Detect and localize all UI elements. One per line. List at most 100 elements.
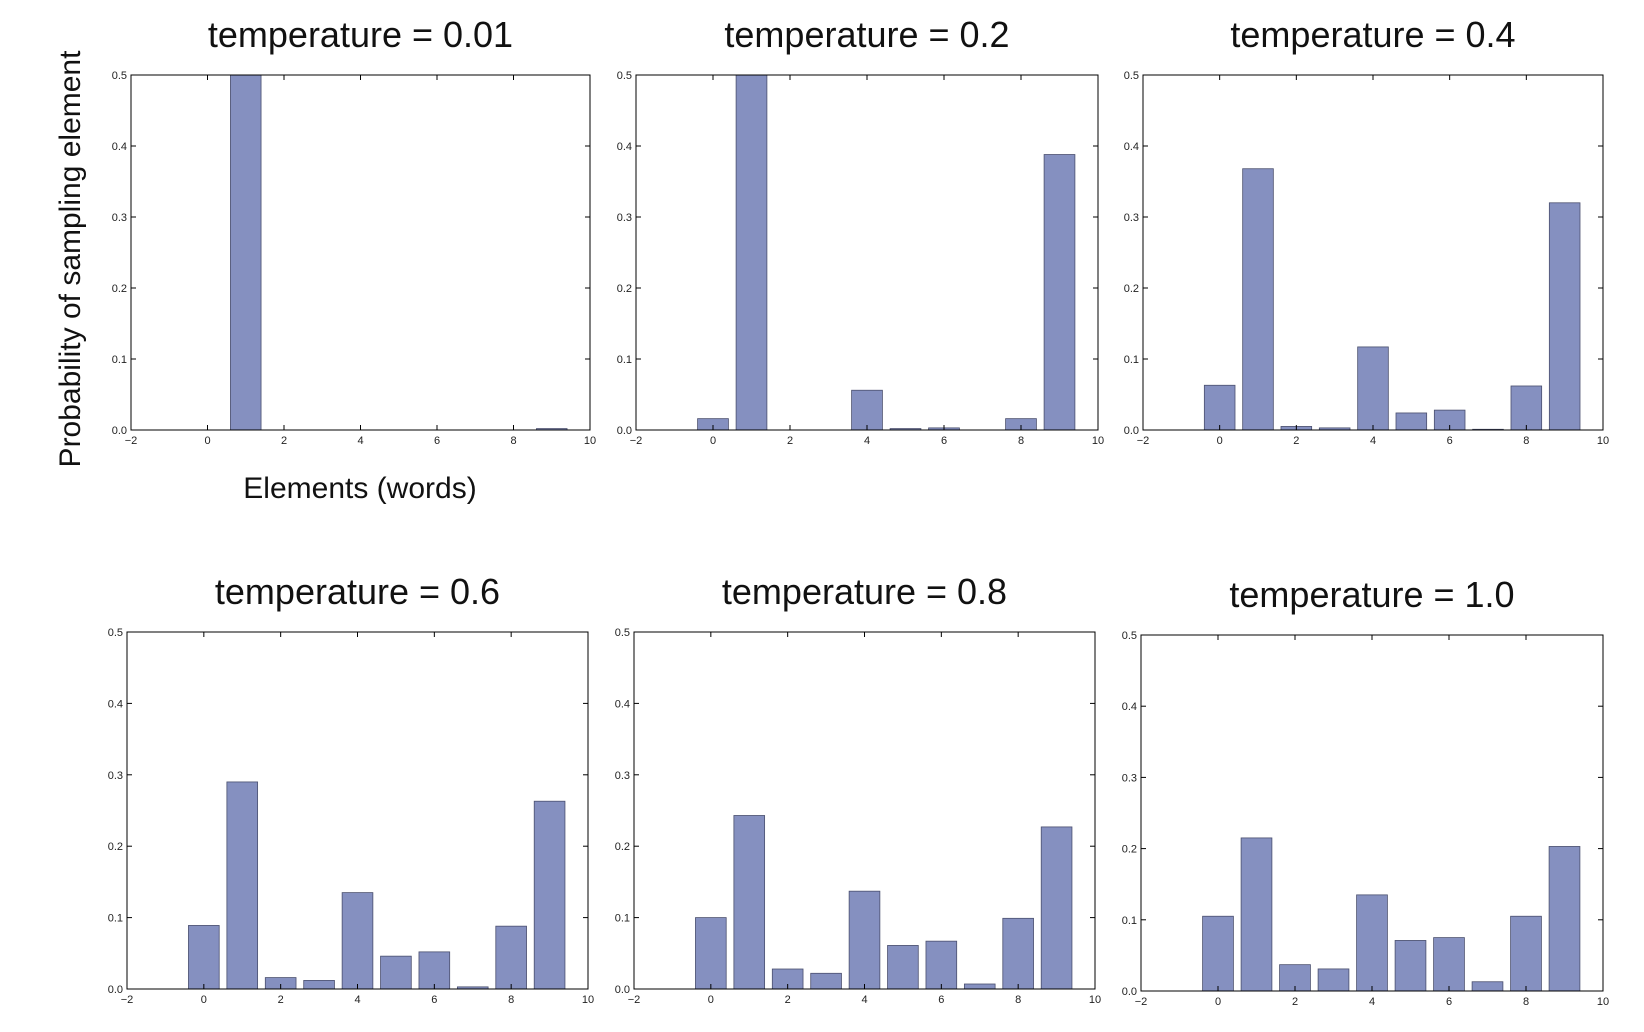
y-tick-label: 0.3 bbox=[108, 770, 123, 782]
x-tick-label: 8 bbox=[508, 994, 514, 1006]
bar bbox=[188, 925, 220, 990]
x-tick-label: 10 bbox=[1597, 996, 1609, 1008]
y-tick-label: 0.1 bbox=[108, 913, 123, 925]
bar bbox=[341, 892, 374, 990]
y-tick-label: 0.4 bbox=[112, 141, 127, 153]
y-tick-label: 0.4 bbox=[108, 698, 123, 710]
bar bbox=[1002, 917, 1034, 990]
bar bbox=[226, 781, 259, 990]
bar bbox=[887, 945, 919, 990]
chart-title: temperature = 1.0 bbox=[1229, 574, 1514, 615]
x-tick-label: 2 bbox=[281, 435, 287, 447]
x-tick-label: 4 bbox=[357, 435, 363, 447]
y-tick-label: 0.2 bbox=[112, 283, 127, 295]
x-tick-label: 10 bbox=[1092, 435, 1104, 447]
x-tick-label: 0 bbox=[204, 435, 210, 447]
bar bbox=[1203, 384, 1236, 431]
x-tick-label: −2 bbox=[121, 994, 134, 1006]
x-tick-label: 8 bbox=[510, 435, 516, 447]
bar bbox=[1357, 346, 1389, 431]
y-tick-label: 0.0 bbox=[1122, 986, 1137, 998]
y-tick-label: 0.1 bbox=[1122, 915, 1137, 927]
x-tick-label: 6 bbox=[1447, 435, 1453, 447]
x-tick-label: 8 bbox=[1523, 996, 1529, 1008]
x-tick-label: 6 bbox=[941, 435, 947, 447]
y-tick-label: 0.3 bbox=[617, 212, 632, 224]
x-tick-label: 0 bbox=[708, 994, 714, 1006]
bar bbox=[1433, 937, 1465, 992]
bar bbox=[1548, 202, 1581, 431]
x-tick-label: 10 bbox=[584, 435, 596, 447]
y-tick-label: 0.2 bbox=[108, 841, 123, 853]
y-tick-label: 0.3 bbox=[1124, 212, 1139, 224]
y-tick-label: 0.4 bbox=[1122, 701, 1137, 713]
y-tick-label: 0.2 bbox=[1124, 283, 1139, 295]
chart-title: temperature = 0.8 bbox=[722, 571, 1007, 612]
x-tick-label: 0 bbox=[710, 435, 716, 447]
y-tick-label: 0.0 bbox=[1124, 425, 1139, 437]
bar bbox=[303, 980, 335, 990]
y-tick-label: 0.2 bbox=[615, 841, 630, 853]
bar bbox=[1394, 940, 1427, 992]
y-tick-label: 0.3 bbox=[1122, 772, 1137, 784]
x-tick-label: 4 bbox=[864, 435, 870, 447]
y-tick-label: 0.5 bbox=[112, 70, 127, 82]
bar bbox=[380, 955, 412, 990]
y-axis-label: Probability of sampling element bbox=[54, 50, 87, 468]
bar bbox=[851, 389, 883, 431]
chart-panel-5: temperature = 0.8 −2 0 2 4 6 8 10 0.0 0.1 0.2 0.3 0.… bbox=[615, 571, 1101, 1006]
chart-title: temperature = 0.2 bbox=[724, 14, 1009, 55]
chart-panel-3: temperature = 0.4 −2 0 2 4 6 8 10 0.0 0.1 0.2 0.3 0.… bbox=[1124, 14, 1609, 447]
x-tick-label: −2 bbox=[125, 435, 138, 447]
x-tick-label: −2 bbox=[630, 435, 643, 447]
bar bbox=[810, 972, 842, 990]
chart-panels: temperature = 0.01 −2 0 2 4 6 8 10 0.0 0.1 0.2 0.3 0… bbox=[108, 14, 1609, 1008]
y-tick-label: 0.4 bbox=[615, 698, 630, 710]
x-tick-label: 4 bbox=[1370, 435, 1376, 447]
chart-panel-6: temperature = 1.0 −2 0 2 4 6 8 10 0.0 0.1 0.2 0.3 0.… bbox=[1122, 574, 1609, 1008]
y-tick-label: 0.0 bbox=[615, 984, 630, 996]
x-tick-label: 2 bbox=[785, 994, 791, 1006]
chart-title: temperature = 0.6 bbox=[215, 571, 500, 612]
x-tick-label: 0 bbox=[201, 994, 207, 1006]
bar bbox=[733, 815, 766, 990]
x-tick-label: −2 bbox=[1135, 996, 1148, 1008]
bar bbox=[1548, 846, 1581, 992]
bar bbox=[848, 890, 881, 990]
x-tick-label: 6 bbox=[938, 994, 944, 1006]
plot-frame bbox=[130, 74, 591, 431]
x-tick-label: 2 bbox=[1293, 435, 1299, 447]
bar bbox=[1202, 915, 1234, 992]
chart-panel-2: temperature = 0.2 −2 0 2 4 6 8 10 0.0 0.1 0.2 0.3 0.… bbox=[617, 14, 1104, 447]
x-tick-label: −2 bbox=[628, 994, 641, 1006]
x-tick-label: 10 bbox=[1597, 435, 1609, 447]
bar bbox=[1043, 154, 1076, 431]
x-tick-label: 6 bbox=[431, 994, 437, 1006]
x-tick-label: 4 bbox=[354, 994, 360, 1006]
bar bbox=[1356, 894, 1388, 992]
bar bbox=[735, 74, 768, 431]
chart-panel-4: temperature = 0.6 −2 0 2 4 6 8 10 0.0 0.1 0.2 0.3 0.… bbox=[108, 571, 594, 1006]
x-tick-label: 8 bbox=[1523, 435, 1529, 447]
bar bbox=[418, 951, 451, 990]
bar bbox=[1040, 826, 1073, 990]
x-tick-label: 8 bbox=[1018, 435, 1024, 447]
x-tick-label: 4 bbox=[861, 994, 867, 1006]
x-tick-label: 10 bbox=[1089, 994, 1101, 1006]
bar bbox=[963, 983, 996, 990]
bar bbox=[1510, 385, 1543, 431]
y-tick-label: 0.5 bbox=[615, 627, 630, 639]
bar bbox=[533, 800, 566, 990]
x-tick-label: 6 bbox=[1446, 996, 1452, 1008]
bar bbox=[925, 940, 958, 990]
y-tick-label: 0.1 bbox=[615, 913, 630, 925]
chart-title: temperature = 0.4 bbox=[1230, 14, 1515, 55]
x-tick-label: −2 bbox=[1137, 435, 1150, 447]
x-tick-label: 2 bbox=[787, 435, 793, 447]
y-tick-label: 0.5 bbox=[617, 70, 632, 82]
y-tick-label: 0.3 bbox=[615, 770, 630, 782]
y-tick-label: 0.1 bbox=[112, 354, 127, 366]
bar bbox=[1317, 968, 1350, 992]
bar bbox=[230, 74, 262, 431]
